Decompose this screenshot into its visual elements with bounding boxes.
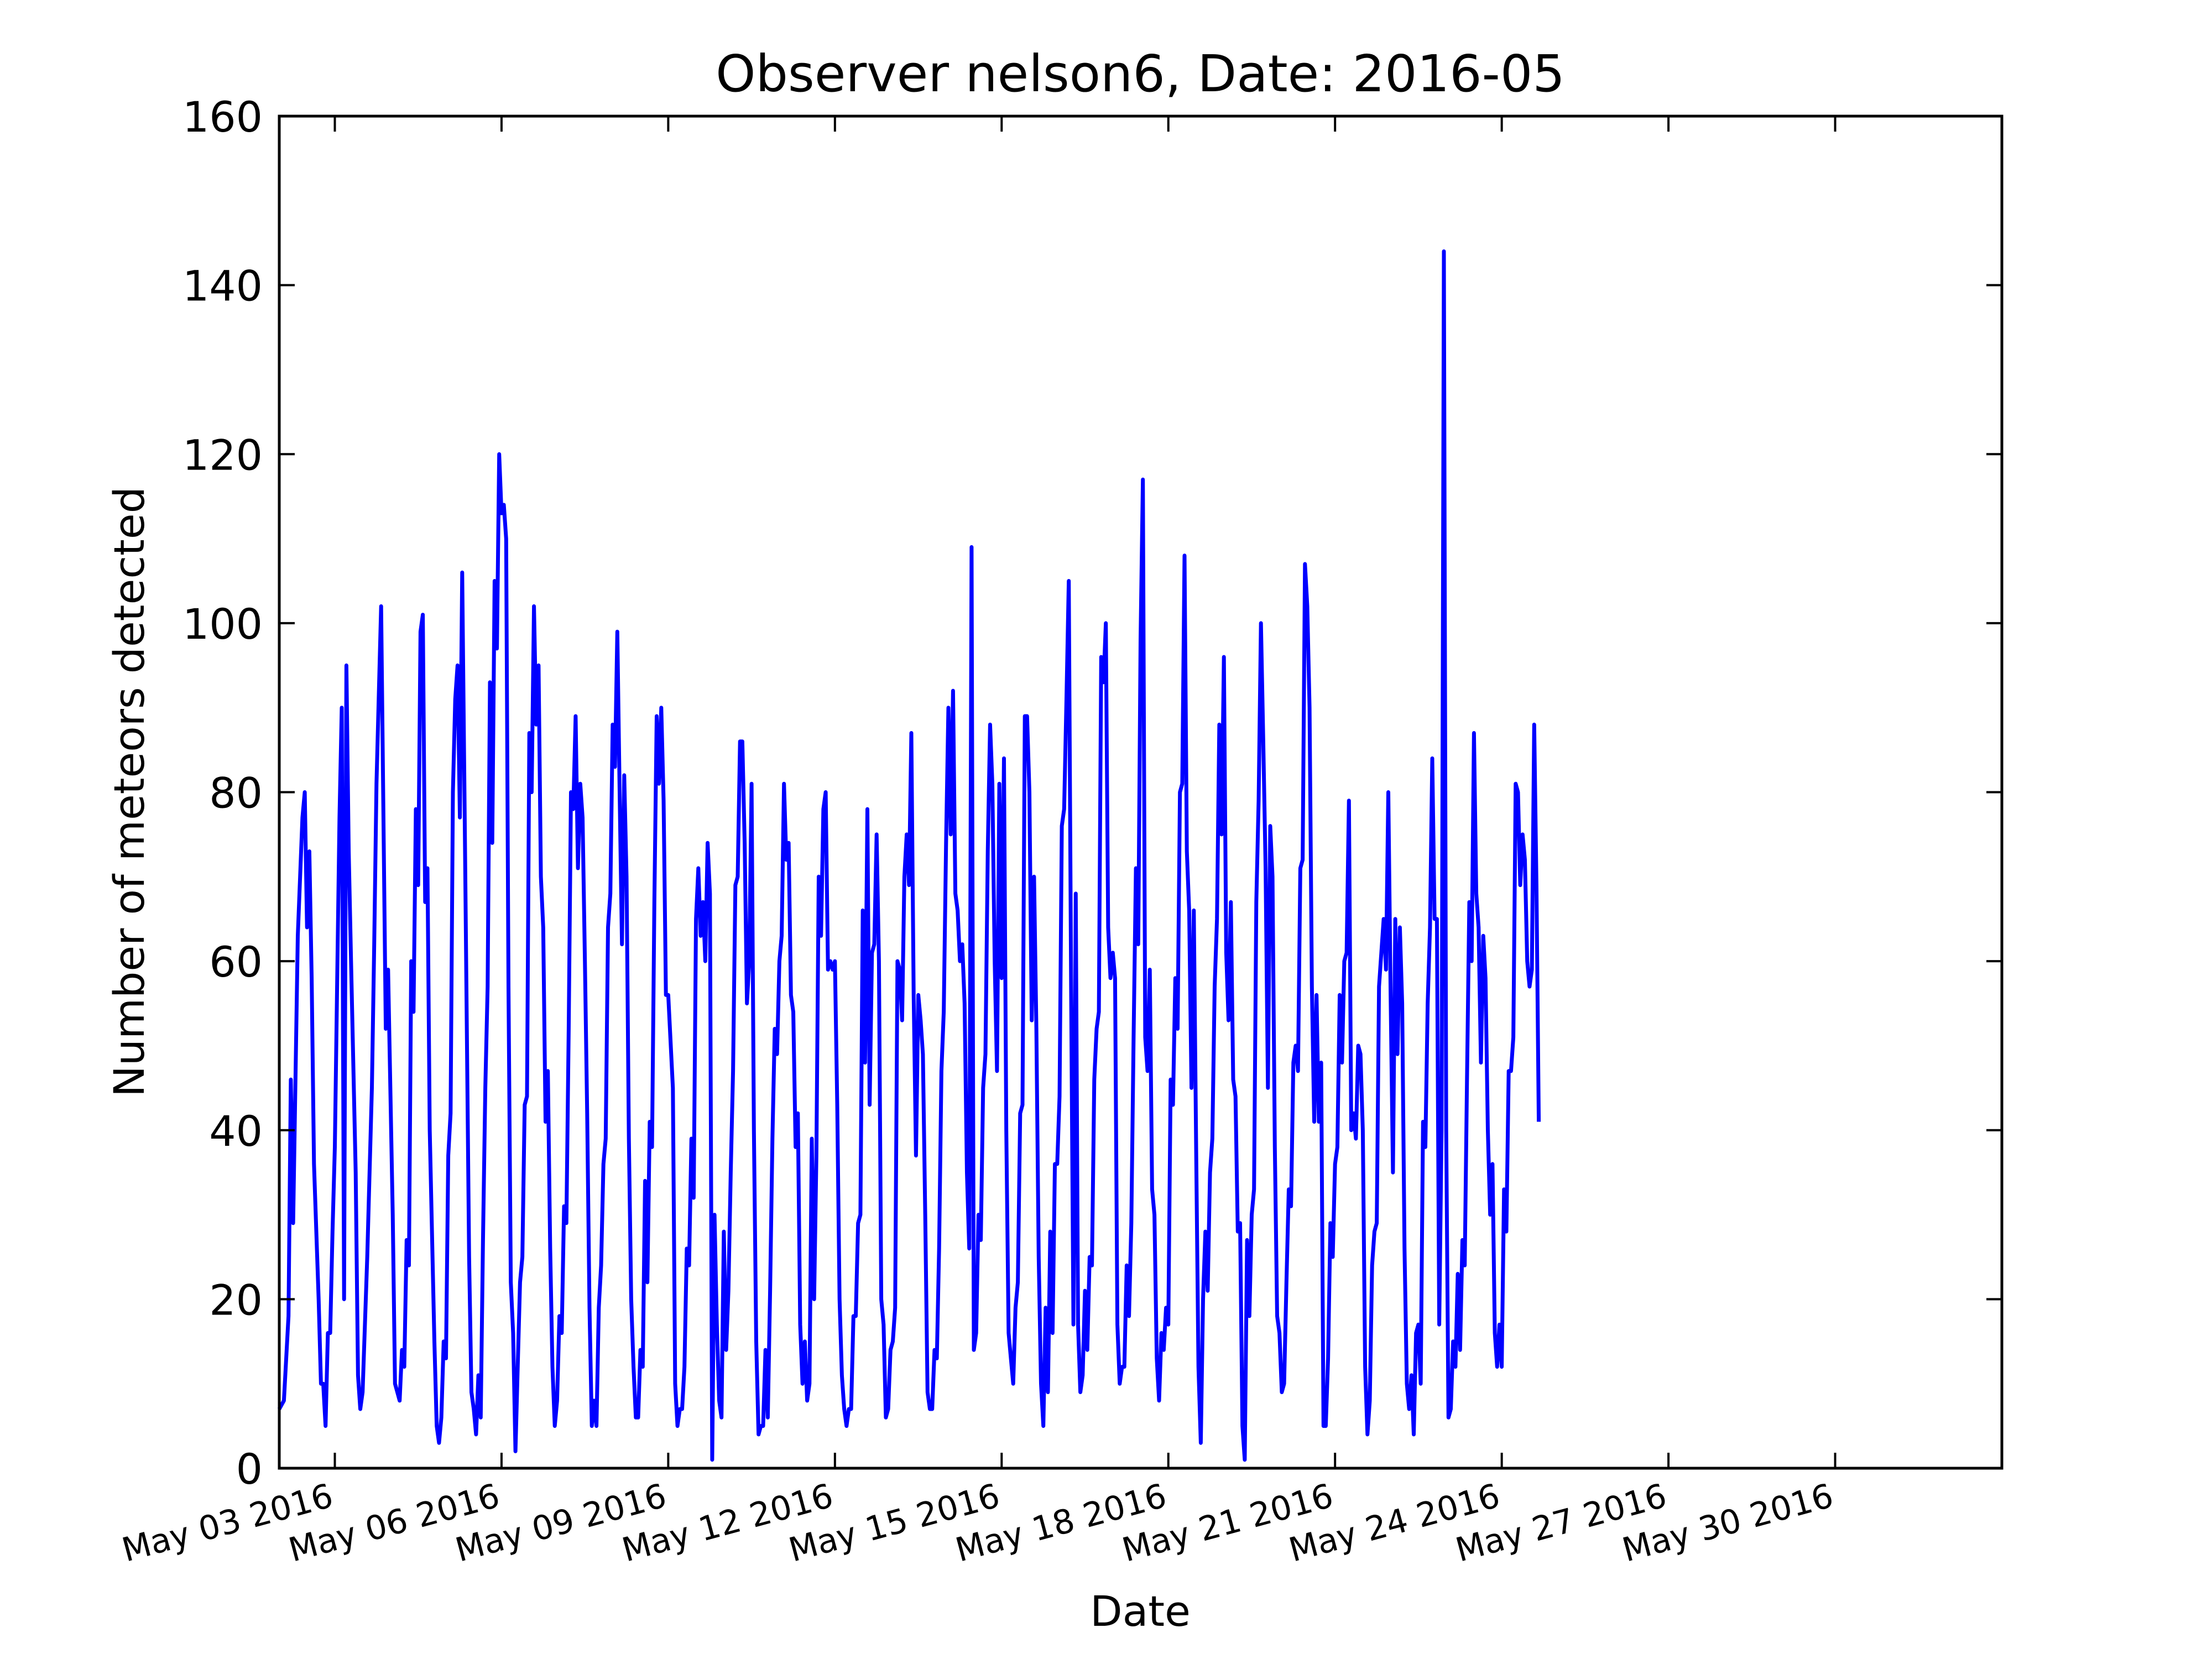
y-tick-label: 100 [182,599,263,649]
chart-title: Observer nelson6, Date: 2016-05 [716,44,1565,103]
x-axis-label: Date [1090,1587,1191,1636]
y-tick-label: 120 [182,430,263,479]
y-tick-label: 60 [209,937,263,987]
y-tick-label: 140 [182,262,263,311]
y-tick-label: 0 [236,1444,263,1494]
plot-frame [278,114,2004,1470]
y-tick-label: 40 [209,1107,263,1156]
y-tick-label: 20 [209,1275,263,1324]
plot-area [277,249,1541,1462]
y-axis: 0 20 40 60 80 100 120 140 160 [182,92,2002,1494]
y-axis-label: Number of meteors detected [105,487,154,1097]
y-tick-label: 80 [209,769,263,818]
series-line-0 [277,249,1541,1462]
y-tick-label: 160 [182,92,263,142]
